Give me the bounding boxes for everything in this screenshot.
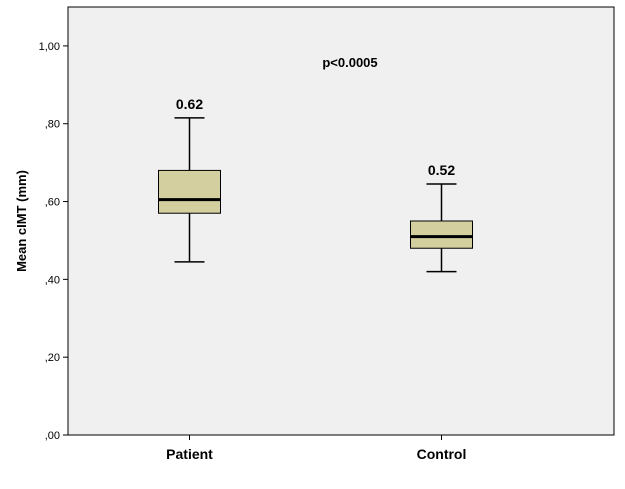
box-series: 0.62 0.52 [158, 96, 473, 273]
x-axis-ticks: Patient Control [166, 435, 466, 462]
y-axis-ticks: ,00 ,20 ,40 ,60 ,80 1,00 [39, 41, 68, 442]
y-tick-label: ,00 [45, 430, 60, 442]
box-control: 0.52 [410, 162, 473, 273]
plot-area [67, 6, 615, 436]
x-tick-label: Patient [166, 446, 213, 462]
y-tick-label: ,60 [45, 197, 60, 209]
box-value-label: 0.62 [176, 96, 203, 112]
y-tick-label: ,80 [45, 119, 60, 131]
interquartile-box [410, 220, 473, 249]
p-value-annotation: p<0.0005 [322, 55, 377, 70]
x-tick-label: Control [417, 446, 467, 462]
interquartile-box [158, 169, 221, 214]
y-tick-label: 1,00 [39, 41, 60, 53]
box-patient: 0.62 [158, 96, 221, 263]
y-axis-title: Mean cIMT (mm) [14, 170, 29, 272]
y-tick-label: ,20 [45, 352, 60, 364]
y-tick-label: ,40 [45, 274, 60, 286]
box-value-label: 0.52 [428, 162, 455, 178]
